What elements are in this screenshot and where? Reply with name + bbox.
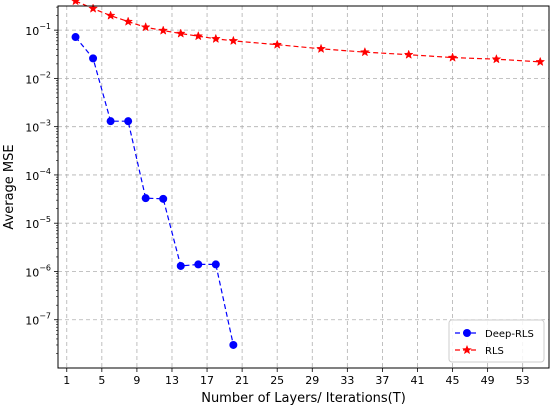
data-point-rls bbox=[535, 56, 546, 67]
data-point-deep-rls bbox=[71, 33, 80, 42]
x-tick-label: 13 bbox=[165, 374, 179, 387]
x-axis-ticks: 1 5 9 13 17 21 25 29 33 37 41 45 49 53 bbox=[63, 368, 530, 387]
legend: Deep-RLS RLS bbox=[448, 319, 545, 363]
data-point-rls bbox=[193, 30, 204, 41]
data-point-rls bbox=[105, 10, 116, 20]
series-rls bbox=[71, 0, 546, 67]
x-tick-label: 33 bbox=[340, 374, 354, 387]
x-tick-label: 5 bbox=[98, 374, 105, 387]
data-point-deep-rls bbox=[194, 260, 203, 269]
data-point-rls bbox=[316, 43, 326, 54]
data-point-rls bbox=[491, 53, 502, 64]
data-point-rls bbox=[88, 3, 99, 13]
grid-lines bbox=[58, 6, 549, 368]
legend-marker-rls bbox=[462, 344, 472, 355]
y-tick-label: 10−4 bbox=[25, 167, 51, 183]
series-line-rls bbox=[75, 0, 541, 63]
data-point-rls bbox=[140, 21, 151, 32]
x-tick-label: 25 bbox=[270, 374, 284, 387]
legend-label-rls: RLS bbox=[485, 346, 504, 357]
data-point-deep-rls bbox=[124, 117, 133, 126]
data-point-rls bbox=[71, 0, 80, 6]
x-tick-label: 1 bbox=[63, 374, 70, 387]
x-tick-label: 45 bbox=[446, 374, 460, 387]
x-tick-label: 21 bbox=[235, 374, 249, 387]
y-tick-label: 10−3 bbox=[25, 119, 51, 135]
x-tick-label: 49 bbox=[481, 374, 495, 387]
data-point-rls bbox=[447, 52, 458, 62]
y-tick-label: 10−5 bbox=[25, 215, 51, 231]
data-point-deep-rls bbox=[176, 261, 185, 270]
data-point-rls bbox=[403, 49, 414, 59]
series-line-deep-rls bbox=[75, 36, 234, 346]
x-tick-label: 41 bbox=[410, 374, 424, 387]
y-tick-label: 10−6 bbox=[25, 263, 51, 279]
legend-marker-deep-rls bbox=[463, 329, 471, 337]
data-point-deep-rls bbox=[211, 260, 220, 269]
x-tick-label: 53 bbox=[516, 374, 530, 387]
y-tick-label: 10−7 bbox=[25, 312, 51, 328]
x-tick-label: 37 bbox=[375, 374, 389, 387]
data-point-rls bbox=[175, 28, 186, 38]
data-point-deep-rls bbox=[141, 194, 150, 203]
x-tick-label: 29 bbox=[305, 374, 319, 387]
data-point-rls bbox=[359, 46, 370, 57]
data-point-rls bbox=[210, 33, 221, 44]
legend-label-deep-rls: Deep-RLS bbox=[485, 329, 534, 340]
series-deep-rls bbox=[71, 33, 238, 349]
data-point-deep-rls bbox=[106, 117, 115, 126]
legend-box bbox=[448, 319, 545, 363]
x-axis-label: Number of Layers/ Iterations(T) bbox=[201, 391, 406, 406]
plot-frame bbox=[57, 5, 550, 369]
data-point-rls bbox=[272, 39, 283, 49]
y-axis-ticks: 10−1 10−2 10−3 10−4 10−5 10−6 10−7 bbox=[25, 6, 58, 354]
x-tick-label: 17 bbox=[200, 374, 214, 387]
y-tick-label: 10−1 bbox=[25, 22, 51, 38]
series-layer bbox=[71, 0, 546, 349]
data-point-rls bbox=[123, 16, 134, 26]
data-point-deep-rls bbox=[89, 54, 98, 63]
y-axis-label: Average MSE bbox=[2, 144, 17, 229]
y-tick-label: 10−2 bbox=[25, 70, 51, 86]
data-point-rls bbox=[228, 35, 239, 46]
data-point-rls bbox=[158, 25, 169, 35]
data-point-deep-rls bbox=[229, 340, 238, 349]
x-tick-label: 9 bbox=[133, 374, 140, 387]
data-point-deep-rls bbox=[159, 194, 168, 203]
